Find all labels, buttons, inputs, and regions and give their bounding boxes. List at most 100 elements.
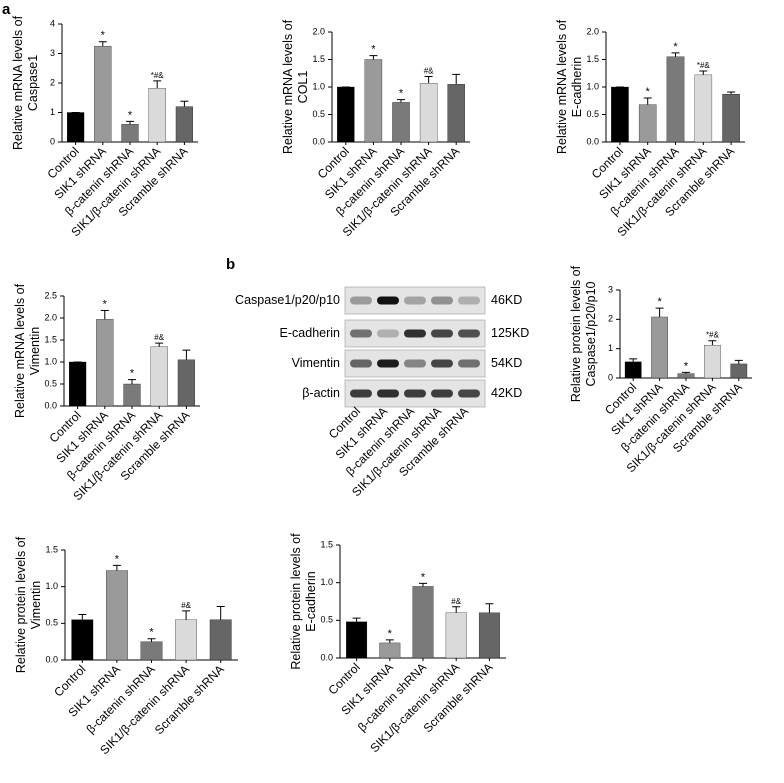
significance-mark: *	[646, 86, 651, 98]
bar	[392, 102, 410, 143]
bar	[150, 346, 168, 407]
blot-protein-label: Vimentin	[292, 356, 340, 370]
y-tick-label: 0.0	[312, 136, 325, 146]
error-bar	[128, 379, 136, 384]
error-bar	[655, 307, 664, 317]
significance-mark: #&	[424, 67, 434, 76]
y-tick-label: 1.0	[586, 81, 599, 91]
significance-mark: *	[103, 299, 108, 311]
error-bar	[708, 340, 717, 346]
y-tick-label: 1.0	[312, 81, 325, 91]
significance-mark: *#&	[706, 331, 720, 340]
blot-band	[458, 389, 480, 398]
error-bar	[419, 582, 427, 587]
significance-mark: *	[673, 41, 678, 53]
bar	[730, 363, 748, 379]
bar	[148, 88, 166, 143]
y-axis-label-line: Vimentin	[28, 327, 42, 375]
panel-label: b	[226, 256, 235, 273]
y-tick-label: 2	[608, 314, 613, 324]
bar	[106, 570, 128, 661]
blot-band	[377, 329, 399, 338]
y-tick-label: 0.5	[45, 618, 58, 628]
blot-row	[344, 286, 486, 315]
y-tick-label: 0.0	[45, 654, 58, 664]
error-bar	[147, 638, 156, 642]
bar	[722, 94, 740, 143]
y-axis-label-line: Relative protein levels of	[14, 536, 28, 673]
blot-band	[404, 329, 426, 338]
blot-size-label: 125KD	[491, 326, 529, 340]
y-axis-label-line: Caspase1/p20/p10	[584, 281, 598, 386]
y-tick-label: 3	[608, 284, 613, 294]
blot-band	[350, 296, 372, 305]
bar	[209, 619, 232, 661]
significance-mark: *	[128, 109, 133, 121]
bar	[624, 361, 642, 379]
significance-mark: *#&	[697, 61, 711, 70]
blot-size-label: 46KD	[491, 293, 522, 307]
bar	[346, 621, 368, 659]
y-tick-label: 0	[50, 136, 55, 146]
bar	[175, 619, 197, 661]
y-tick-label: 1.5	[312, 54, 325, 64]
blot-band	[431, 359, 453, 368]
error-bar	[369, 55, 378, 60]
error-bar	[643, 97, 652, 105]
blot-protein-label: E-cadherin	[280, 326, 340, 340]
error-bar	[180, 100, 189, 107]
y-tick-label: 2.0	[44, 312, 57, 322]
y-tick-label: 0.0	[44, 400, 57, 410]
blot-band	[377, 296, 399, 305]
error-bar	[734, 359, 743, 364]
error-bar	[126, 120, 134, 125]
bar	[638, 104, 657, 143]
bar	[67, 112, 85, 143]
y-axis-label-line: Caspase1	[26, 55, 40, 111]
y-tick-label: 0.0	[320, 652, 333, 662]
error-bar	[100, 310, 109, 320]
blot-band	[458, 296, 480, 305]
significance-mark: *	[149, 627, 154, 639]
bar	[704, 344, 721, 379]
bar	[611, 86, 629, 143]
y-tick-label: 1	[608, 343, 613, 353]
blot-band	[404, 296, 426, 305]
significance-mark: *	[101, 30, 106, 42]
blot-band	[404, 359, 426, 368]
bar	[694, 74, 713, 143]
y-tick-label: 0	[608, 372, 613, 382]
western-blot: Caspase1/p20/p10 46KD E-cadherin 125KD Vimen…	[235, 286, 529, 499]
y-axis-label-line: Relative mRNA levels of	[13, 283, 27, 418]
y-tick-label: 0.5	[312, 109, 325, 119]
y-axis-label: Relative mRNA levels of COL1	[281, 19, 310, 154]
bar	[140, 641, 163, 661]
error-bar	[78, 614, 87, 620]
bar	[177, 359, 195, 407]
y-tick-label: 2.0	[312, 26, 325, 36]
significance-mark: *	[388, 628, 393, 640]
error-bar	[452, 606, 461, 613]
y-tick-label: 4	[50, 18, 55, 28]
y-tick-label: 1	[50, 107, 55, 117]
error-bar	[182, 349, 191, 360]
bar	[96, 319, 114, 407]
error-bar	[629, 358, 638, 362]
bar	[94, 45, 112, 143]
bar	[379, 642, 401, 659]
blot-size-label: 42KD	[491, 386, 522, 400]
bar	[445, 612, 467, 659]
significance-mark: *	[115, 553, 120, 565]
y-axis-label-line: E-cadherin	[304, 571, 318, 631]
y-tick-label: 1.5	[320, 539, 333, 549]
blot-band	[431, 329, 453, 338]
y-tick-label: 1.5	[586, 54, 599, 64]
significance-mark: *	[421, 571, 426, 583]
blot-band	[404, 389, 426, 398]
y-axis-label: Relative mRNA levels of E-cadherin	[555, 19, 584, 154]
error-bar	[153, 80, 162, 89]
y-axis-label-line: COL1	[296, 71, 310, 104]
significance-mark: #&	[181, 601, 191, 610]
